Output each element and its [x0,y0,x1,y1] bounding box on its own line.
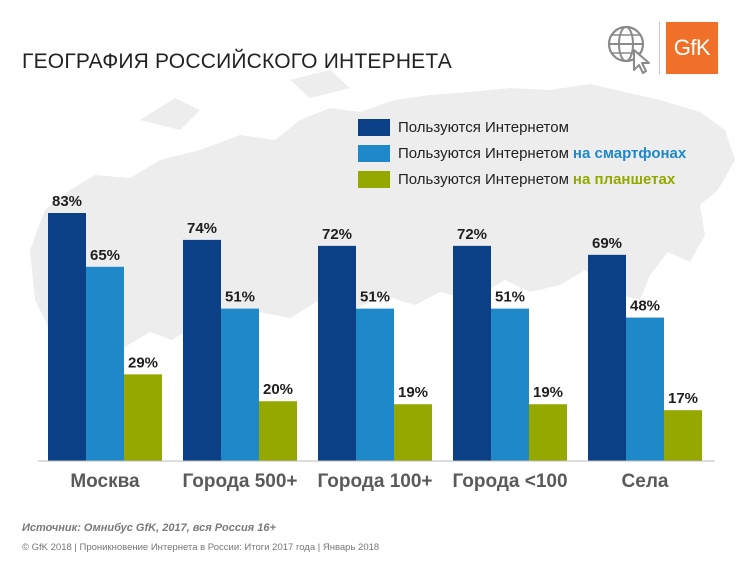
category-label: Города 500+ [182,471,297,492]
data-label: 20% [263,381,293,398]
chart-legend: Пользуются Интернетом Пользуются Интерне… [358,116,686,194]
legend-item-internet: Пользуются Интернетом [358,116,686,139]
category-label: Города 100+ [317,471,432,492]
data-label: 19% [398,384,428,401]
globe-cursor-icon [607,25,650,74]
legend-item-tablets: Пользуются Интернетом на планшетах [358,168,686,191]
page-title: ГЕОГРАФИЯ РОССИЙСКОГО ИНТЕРНЕТА [22,50,452,73]
legend-highlight: на планшетах [572,171,676,188]
legend-label: Пользуются Интернетом [398,119,569,136]
legend-label: Пользуются Интернетом [398,145,569,162]
data-label: 72% [322,226,352,243]
bar-1-1 [221,308,259,461]
bar-3-2 [529,404,567,461]
data-label: 48% [630,298,660,315]
data-label: 29% [128,354,158,371]
category-label: Москва [70,471,140,492]
data-label: 51% [360,289,390,306]
source-note: Источник: Омнибус GfK, 2017, вся Россия … [22,522,276,534]
data-label: 69% [592,235,622,252]
bar-1-0 [183,239,221,461]
bar-2-2 [394,404,432,461]
bar-3-1 [491,308,529,461]
legend-swatch [358,171,390,188]
legend-swatch [358,145,390,162]
data-label: 83% [52,193,82,210]
legend-label: Пользуются Интернетом [398,171,569,188]
category-label: Города <100 [452,471,567,492]
bar-2-1 [356,308,394,461]
logo-divider [659,22,660,74]
data-label: 17% [668,390,698,407]
copyright-note: © GfK 2018 | Проникновение Интернета в Р… [22,542,380,553]
data-label: 19% [533,384,563,401]
category-label: Села [622,471,669,492]
gfk-logo: GfK [666,22,718,74]
data-label: 74% [187,220,217,237]
data-label: 72% [457,226,487,243]
data-label: 51% [495,289,525,306]
data-label: 51% [225,289,255,306]
bar-4-2 [664,410,702,461]
legend-swatch [358,119,390,136]
bar-1-2 [259,401,297,461]
bar-3-0 [453,245,491,461]
bar-0-2 [124,374,162,461]
legend-highlight: на смартфонах [572,145,687,162]
data-label: 65% [90,247,120,264]
bar-2-0 [318,245,356,461]
bar-4-1 [626,317,664,461]
bar-0-1 [86,266,124,461]
legend-item-smartphones: Пользуются Интернетом на смартфонах [358,142,686,165]
bar-4-0 [588,254,626,461]
bar-0-0 [48,213,86,461]
